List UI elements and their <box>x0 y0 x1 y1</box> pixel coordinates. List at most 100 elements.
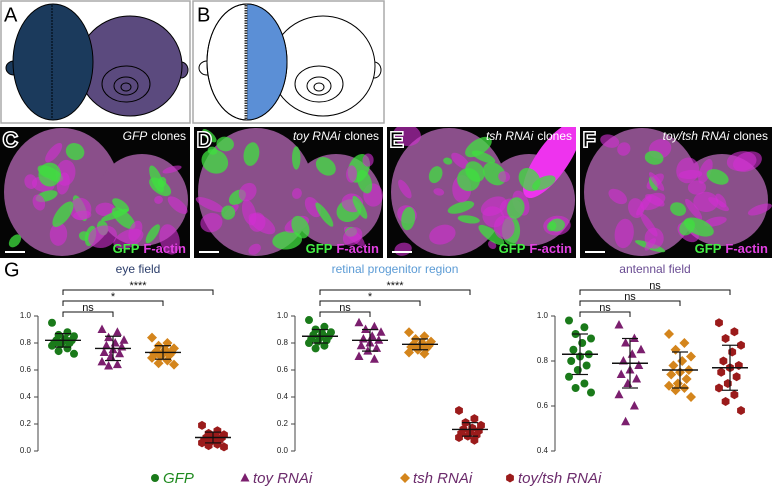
data-point <box>320 341 329 350</box>
clone <box>693 191 719 212</box>
data-point <box>632 374 642 383</box>
data-point <box>97 356 107 366</box>
stain-gfp: GFP <box>306 241 333 256</box>
clone <box>493 215 515 240</box>
data-point <box>721 334 730 343</box>
clone <box>617 142 631 156</box>
y-tick-label: 0.8 <box>537 356 549 365</box>
clone <box>644 227 664 249</box>
panel-letter: F <box>583 129 595 151</box>
stain-gfp: GFP <box>113 241 140 256</box>
panel-letter: D <box>197 129 211 151</box>
clone <box>398 179 412 199</box>
clone <box>291 215 310 239</box>
clone <box>715 193 727 208</box>
data-point <box>664 380 674 391</box>
diagram-b <box>198 3 382 121</box>
legend-marker <box>240 473 250 482</box>
diagram-a <box>5 3 189 121</box>
gene-name: toy/tsh RNAi <box>663 129 730 143</box>
data-point <box>616 369 626 378</box>
data-point <box>623 378 633 387</box>
data-point <box>162 355 173 366</box>
y-tick-label: 0.6 <box>537 401 549 410</box>
clone <box>45 142 63 163</box>
clone <box>392 127 421 147</box>
y-tick-label: 0.8 <box>20 338 32 347</box>
y-tick-label: 0.6 <box>20 365 32 374</box>
clone <box>162 165 182 174</box>
clone <box>687 180 707 195</box>
data-point <box>169 359 179 370</box>
clone <box>683 217 714 237</box>
clone <box>243 142 260 166</box>
clone <box>221 205 236 220</box>
y-tick-label: 0.2 <box>20 419 32 428</box>
legend-label: GFP <box>163 470 194 487</box>
data-point <box>153 358 164 369</box>
stain-label: GFP F-actin <box>499 241 572 256</box>
clone <box>145 224 160 244</box>
data-point <box>354 351 364 360</box>
tissue <box>584 128 700 256</box>
data-point <box>587 388 595 397</box>
data-point <box>730 327 739 337</box>
clone <box>465 136 492 158</box>
data-point <box>587 334 595 343</box>
clone <box>733 151 762 172</box>
data-point <box>404 327 414 338</box>
data-point <box>213 439 222 449</box>
data-point <box>580 323 589 332</box>
data-point <box>571 384 580 392</box>
significance-label: ns <box>339 302 351 314</box>
data-point <box>470 414 479 424</box>
clone <box>32 194 46 211</box>
clone <box>471 150 496 164</box>
clone <box>548 218 565 232</box>
data-point <box>358 333 368 343</box>
chart-title: antennal field <box>619 262 690 276</box>
y-tick-label: 0.2 <box>277 419 289 428</box>
clone <box>506 197 525 219</box>
panel-letter: B <box>197 4 210 26</box>
significance-bracket <box>579 311 631 317</box>
data-point <box>101 340 111 350</box>
significance-label: ns <box>649 280 661 292</box>
clone <box>356 169 373 194</box>
data-point <box>715 318 723 328</box>
clone <box>670 202 687 216</box>
clone <box>443 157 453 165</box>
clone <box>704 216 727 227</box>
significance-label: ns <box>599 302 611 314</box>
significance-label: **** <box>386 280 404 292</box>
data-point <box>419 348 430 359</box>
data-point <box>48 341 56 350</box>
clone <box>154 195 163 204</box>
data-point <box>147 332 157 343</box>
data-point <box>311 344 320 353</box>
chart-title: eye field <box>116 262 161 276</box>
data-point <box>634 360 644 369</box>
chart-title: retinal progenitor region <box>332 262 459 276</box>
data-point <box>621 416 631 426</box>
data-point <box>115 348 125 358</box>
data-point <box>614 320 624 329</box>
micrograph <box>194 127 383 258</box>
clone <box>95 202 115 217</box>
data-point <box>636 344 646 354</box>
data-point <box>63 344 72 353</box>
data-point <box>666 369 677 380</box>
data-point <box>719 356 728 366</box>
y-tick-label: 0.8 <box>277 338 289 347</box>
label-suffix: clones <box>151 129 186 143</box>
clone <box>202 129 217 143</box>
clone <box>465 161 485 182</box>
clone <box>678 169 703 180</box>
data-point <box>627 349 637 358</box>
clone <box>428 166 443 184</box>
significance-bracket <box>62 289 214 295</box>
legend-marker <box>400 473 410 483</box>
clone <box>447 201 475 214</box>
clone <box>111 207 136 230</box>
